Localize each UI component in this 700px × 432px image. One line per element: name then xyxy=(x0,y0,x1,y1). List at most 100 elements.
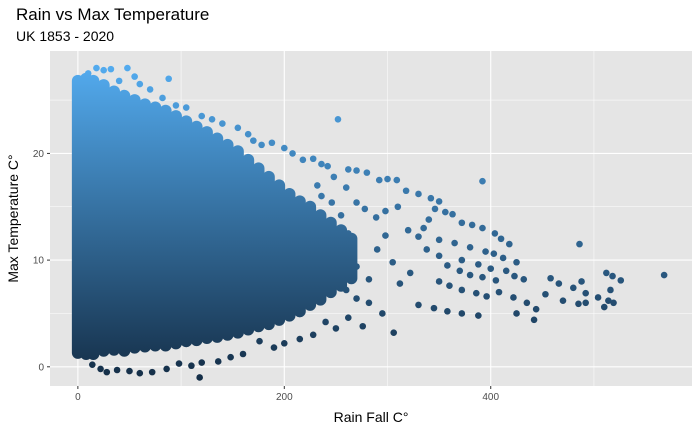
data-point xyxy=(394,203,402,211)
data-point xyxy=(299,156,307,164)
data-point xyxy=(520,276,528,283)
data-point xyxy=(532,305,540,313)
data-point xyxy=(513,310,520,317)
data-point xyxy=(393,176,401,184)
data-point xyxy=(268,139,276,147)
data-point xyxy=(84,70,92,77)
data-point xyxy=(570,284,577,292)
data-point xyxy=(379,310,386,317)
data-point xyxy=(444,308,451,315)
data-point xyxy=(446,282,453,290)
data-point xyxy=(318,160,325,168)
x-tick-label: 0 xyxy=(75,392,81,403)
data-point xyxy=(280,340,288,347)
data-point xyxy=(126,367,133,375)
data-point xyxy=(466,271,474,279)
data-point xyxy=(324,162,331,170)
data-point xyxy=(435,198,443,205)
data-point xyxy=(578,278,585,285)
data-point xyxy=(198,359,206,366)
data-point xyxy=(384,175,391,183)
data-point xyxy=(511,272,518,280)
data-point xyxy=(510,294,517,301)
data-point xyxy=(435,236,443,244)
data-point xyxy=(214,358,222,365)
data-point xyxy=(382,232,389,239)
data-point xyxy=(547,274,554,282)
data-point xyxy=(475,261,482,268)
data-point xyxy=(93,64,100,72)
data-point xyxy=(495,288,503,296)
data-point xyxy=(483,293,490,300)
data-point xyxy=(330,173,338,181)
data-point xyxy=(148,368,156,376)
data-point xyxy=(542,290,549,298)
data-point xyxy=(468,221,476,229)
data-point xyxy=(431,205,439,213)
data-point xyxy=(415,233,422,240)
data-point xyxy=(425,216,433,223)
data-point xyxy=(328,199,336,206)
x-axis-title: Rain Fall C° xyxy=(334,409,409,425)
data-point xyxy=(506,240,513,248)
data-point xyxy=(353,199,360,206)
data-point xyxy=(115,77,123,85)
data-point xyxy=(334,115,342,123)
data-point xyxy=(479,224,486,232)
data-point xyxy=(334,248,342,255)
data-point xyxy=(375,176,383,184)
data-point xyxy=(258,141,265,149)
data-point xyxy=(136,369,144,377)
data-point xyxy=(603,269,610,277)
data-point xyxy=(575,300,582,308)
data-point xyxy=(208,115,216,123)
data-point xyxy=(451,239,458,247)
chart-title: Rain vs Max Temperature xyxy=(16,5,210,24)
data-point xyxy=(318,192,325,200)
y-tick-label: 20 xyxy=(33,149,45,160)
x-axis: 0 200 400 xyxy=(75,386,500,403)
data-point xyxy=(617,277,625,284)
x-tick-label: 400 xyxy=(482,392,499,403)
data-point xyxy=(497,235,505,243)
data-point xyxy=(289,150,296,157)
data-point xyxy=(363,169,371,176)
data-point xyxy=(390,329,398,336)
data-point xyxy=(234,124,242,132)
data-point xyxy=(107,65,115,73)
data-point xyxy=(227,353,234,361)
data-point xyxy=(466,244,474,251)
data-point xyxy=(124,64,131,72)
data-point xyxy=(332,325,340,332)
data-point xyxy=(582,299,589,307)
data-point xyxy=(337,211,345,219)
data-point xyxy=(309,155,317,163)
data-point xyxy=(490,250,498,258)
data-point xyxy=(487,265,495,272)
data-point xyxy=(423,246,431,253)
data-point xyxy=(131,73,138,80)
data-point xyxy=(296,335,304,343)
data-point xyxy=(270,344,278,351)
data-point xyxy=(353,295,360,302)
data-point xyxy=(146,86,154,93)
data-point xyxy=(280,144,288,152)
data-point xyxy=(353,167,360,174)
data-point xyxy=(97,365,104,373)
data-point xyxy=(576,240,583,248)
data-point xyxy=(244,130,252,138)
y-tick-label: 0 xyxy=(38,362,44,373)
data-point xyxy=(100,66,107,74)
data-point xyxy=(427,194,435,202)
data-point xyxy=(136,80,144,88)
y-tick-label: 10 xyxy=(33,256,45,267)
data-point xyxy=(344,166,352,173)
data-point xyxy=(491,230,499,237)
data-point xyxy=(309,331,317,339)
data-point xyxy=(382,207,389,215)
data-point xyxy=(113,366,121,374)
data-point xyxy=(175,360,183,367)
data-point xyxy=(472,289,480,297)
data-point xyxy=(404,226,412,234)
data-point xyxy=(475,312,482,319)
